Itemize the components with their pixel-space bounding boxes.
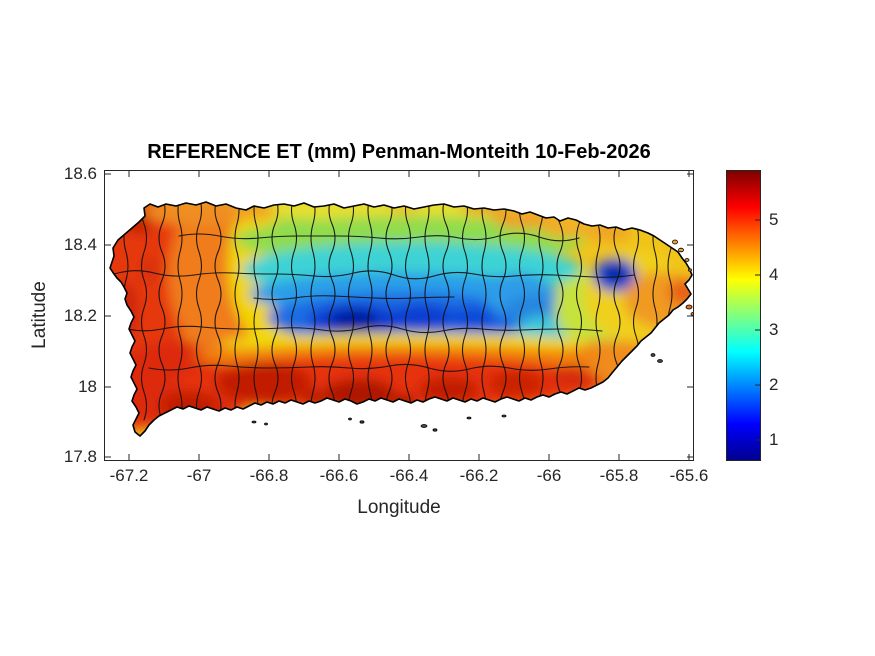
- x-tick-label: -66: [536, 466, 562, 485]
- figure-title: REFERENCE ET (mm) Penman-Monteith 10-Feb…: [147, 141, 651, 163]
- x-tick-label: -67: [186, 466, 212, 485]
- x-tick-label: -65.8: [599, 466, 639, 485]
- x-axis-label: Longitude: [357, 497, 441, 518]
- y-tick-label: 18: [78, 377, 97, 396]
- colorbar: [727, 171, 760, 460]
- y-axis-label: Latitude: [29, 281, 50, 349]
- colorbar-tick-label: 3: [769, 320, 779, 339]
- x-tick-label: -66.6: [319, 466, 359, 485]
- y-tick-label: 17.8: [63, 447, 97, 466]
- x-tick-label: -66.8: [249, 466, 289, 485]
- colorbar-tick-label: 4: [769, 265, 779, 284]
- et-field: [110, 202, 692, 436]
- colorbar-tick-label: 2: [769, 375, 779, 394]
- x-tick-label: -65.6: [669, 466, 709, 485]
- colorbar-tick-label: 5: [769, 210, 779, 229]
- x-tick-label: -66.2: [459, 466, 499, 485]
- y-tick-label: 18.6: [63, 164, 97, 183]
- y-tick-label: 18.2: [63, 306, 97, 325]
- x-tick-label: -67.2: [109, 466, 149, 485]
- puerto-rico-et-map: [109, 201, 693, 437]
- colorbar-tick-label: 1: [769, 430, 779, 449]
- y-tick-label: 18.4: [63, 235, 97, 254]
- x-tick-label: -66.4: [389, 466, 429, 485]
